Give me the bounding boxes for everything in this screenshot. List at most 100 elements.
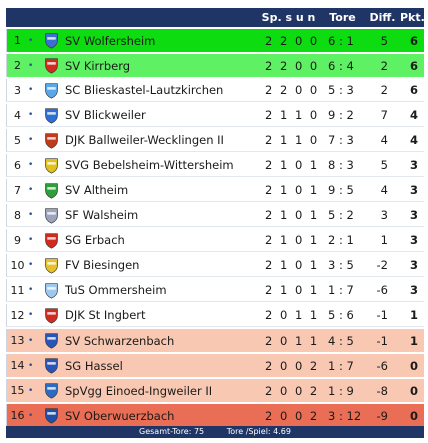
goal-difference: -6: [365, 279, 400, 302]
goal-difference: 4: [365, 129, 400, 152]
rank-number: 8: [6, 204, 28, 227]
club-name-link[interactable]: DJK St Ingbert: [62, 304, 257, 327]
trend-icon: •: [28, 254, 40, 277]
goal-difference: 3: [365, 204, 400, 227]
club-crest-cell: [40, 179, 62, 202]
header-games: Sp. s u n: [257, 8, 320, 27]
trend-icon: •: [28, 54, 40, 77]
trend-icon: •: [28, 229, 40, 252]
club-name-link[interactable]: SF Walsheim: [62, 204, 257, 227]
goals-record: 2 : 1: [320, 229, 365, 252]
club-crest-cell: [40, 79, 62, 102]
rank-number: 15: [6, 379, 28, 402]
club-crest-cell: [40, 254, 62, 277]
club-crest-cell: [40, 304, 62, 327]
kirrberg-crest-icon: [44, 58, 58, 74]
club-crest-cell: [40, 104, 62, 127]
club-name-link[interactable]: SV Altheim: [62, 179, 257, 202]
club-name-link[interactable]: SVG Bebelsheim-Wittersheim: [62, 154, 257, 177]
goals-record: 5 : 3: [320, 79, 365, 102]
rank-number: 5: [6, 129, 28, 152]
club-name-link[interactable]: SC Blieskastel-Lautzkirchen: [62, 79, 257, 102]
goals-record: 6 : 1: [320, 29, 365, 52]
header-diff: Diff.: [365, 8, 400, 27]
points: 3: [400, 279, 424, 302]
rank-number: 16: [6, 404, 28, 427]
club-name-link[interactable]: FV Biesingen: [62, 254, 257, 277]
schwarzenbach-crest-icon: [44, 333, 58, 349]
goal-difference: 1: [365, 229, 400, 252]
club-crest-cell: [40, 229, 62, 252]
games-record: 2 1 0 1: [257, 204, 320, 227]
rank-number: 12: [6, 304, 28, 327]
trend-icon: •: [28, 354, 40, 377]
games-record: 2 1 0 1: [257, 154, 320, 177]
points: 3: [400, 154, 424, 177]
header-goals: Tore: [320, 8, 365, 27]
points: 3: [400, 179, 424, 202]
club-name-link[interactable]: SV Wolfersheim: [62, 29, 257, 52]
club-crest-cell: [40, 129, 62, 152]
club-name-link[interactable]: SG Erbach: [62, 229, 257, 252]
goal-difference: 7: [365, 104, 400, 127]
goals-record: 5 : 2: [320, 204, 365, 227]
goals-record: 8 : 3: [320, 154, 365, 177]
club-crest-cell: [40, 279, 62, 302]
trend-icon: •: [28, 204, 40, 227]
club-name-link[interactable]: SG Hassel: [62, 354, 257, 377]
goal-difference: 5: [365, 154, 400, 177]
walsheim-crest-icon: [44, 207, 58, 224]
trend-icon: •: [28, 79, 40, 102]
goal-difference: 5: [365, 29, 400, 52]
hassel-crest-icon: [44, 358, 58, 374]
club-name-link[interactable]: SpVgg Einoed-Ingweiler II: [62, 379, 257, 402]
club-name-link[interactable]: SV Blickweiler: [62, 104, 257, 127]
points: 3: [400, 254, 424, 277]
games-record: 2 0 0 2: [257, 354, 320, 377]
club-crest-cell: [40, 29, 62, 52]
games-record: 2 1 0 1: [257, 229, 320, 252]
trend-icon: •: [28, 179, 40, 202]
rank-number: 14: [6, 354, 28, 377]
trend-icon: •: [28, 404, 40, 427]
goals-record: 3 : 5: [320, 254, 365, 277]
club-crest-cell: [40, 154, 62, 177]
ballweiler-wecklingen-crest-icon: [44, 132, 58, 149]
trend-icon: •: [28, 329, 40, 352]
points: 3: [400, 204, 424, 227]
league-table-widget: Sp. s u n Tore Diff. Pkt. 1 • SV Wolfershe…: [6, 6, 425, 438]
header-club: [6, 8, 257, 27]
bebelsheim-wittersheim-crest-icon: [44, 157, 58, 174]
games-record: 2 2 0 0: [257, 79, 320, 102]
club-name-link[interactable]: SV Schwarzenbach: [62, 329, 257, 352]
games-record: 2 1 0 1: [257, 279, 320, 302]
goals-record: 3 : 12: [320, 404, 365, 427]
erbach-crest-icon: [44, 232, 58, 249]
club-name-link[interactable]: SV Oberwuerzbach: [62, 404, 257, 427]
rank-number: 4: [6, 104, 28, 127]
goals-record: 6 : 4: [320, 54, 365, 77]
rank-number: 1: [6, 29, 28, 52]
points: 6: [400, 54, 424, 77]
games-record: 2 0 1 1: [257, 304, 320, 327]
rank-number: 9: [6, 229, 28, 252]
goal-difference: 4: [365, 179, 400, 202]
total-goals: Gesamt-Tore: 75: [139, 427, 205, 436]
goals-record: 9 : 5: [320, 179, 365, 202]
trend-icon: •: [28, 379, 40, 402]
trend-icon: •: [28, 129, 40, 152]
rank-number: 10: [6, 254, 28, 277]
club-name-link[interactable]: SV Kirrberg: [62, 54, 257, 77]
club-name-link[interactable]: DJK Ballweiler-Wecklingen II: [62, 129, 257, 152]
biesingen-crest-icon: [44, 257, 58, 274]
points: 0: [400, 379, 424, 402]
club-name-link[interactable]: TuS Ommersheim: [62, 279, 257, 302]
